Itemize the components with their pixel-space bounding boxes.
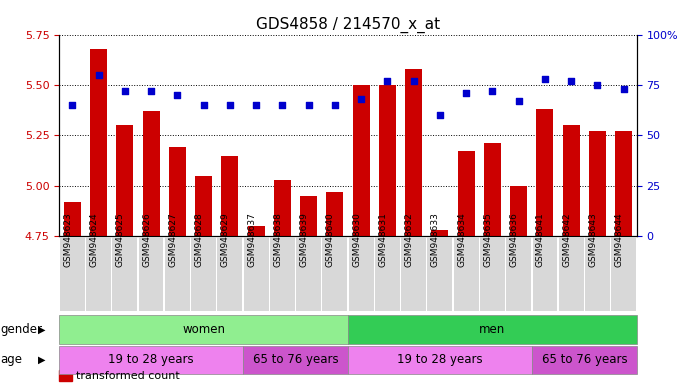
Text: GSM948644: GSM948644 bbox=[615, 212, 624, 266]
Point bbox=[513, 98, 524, 104]
Bar bbox=[458, 152, 475, 236]
Bar bbox=[562, 125, 580, 236]
Bar bbox=[484, 144, 501, 236]
Text: GSM948640: GSM948640 bbox=[326, 212, 335, 266]
Text: 19 to 28 years: 19 to 28 years bbox=[397, 354, 483, 366]
Text: GSM948625: GSM948625 bbox=[116, 212, 125, 266]
Text: GSM948635: GSM948635 bbox=[484, 212, 493, 266]
Point bbox=[277, 102, 288, 108]
Bar bbox=[379, 85, 396, 236]
Point bbox=[487, 88, 498, 94]
Point bbox=[198, 102, 209, 108]
Text: 65 to 76 years: 65 to 76 years bbox=[253, 354, 338, 366]
Text: transformed count: transformed count bbox=[76, 371, 180, 381]
Text: GDS4858 / 214570_x_at: GDS4858 / 214570_x_at bbox=[256, 17, 440, 33]
Bar bbox=[143, 111, 159, 236]
Point bbox=[67, 102, 78, 108]
Bar bbox=[116, 125, 134, 236]
Bar bbox=[537, 109, 553, 236]
Text: GSM948636: GSM948636 bbox=[509, 212, 519, 266]
Text: GSM948624: GSM948624 bbox=[90, 212, 99, 266]
Text: GSM948633: GSM948633 bbox=[431, 212, 440, 266]
Text: GSM948629: GSM948629 bbox=[221, 212, 230, 266]
Text: 19 to 28 years: 19 to 28 years bbox=[109, 354, 194, 366]
Text: GSM948639: GSM948639 bbox=[299, 212, 308, 266]
Text: age: age bbox=[1, 354, 23, 366]
Text: GSM948627: GSM948627 bbox=[168, 212, 177, 266]
Bar bbox=[589, 131, 606, 236]
Point bbox=[172, 92, 183, 98]
Point bbox=[382, 78, 393, 84]
Bar bbox=[90, 49, 107, 236]
Point bbox=[566, 78, 577, 84]
Text: GSM948638: GSM948638 bbox=[274, 212, 283, 266]
Text: gender: gender bbox=[1, 323, 42, 336]
Point bbox=[408, 78, 419, 84]
Bar bbox=[353, 85, 370, 236]
Bar bbox=[64, 202, 81, 236]
Point bbox=[224, 102, 235, 108]
Text: GSM948626: GSM948626 bbox=[142, 212, 151, 266]
Bar bbox=[405, 69, 422, 236]
Text: GSM948634: GSM948634 bbox=[457, 212, 466, 266]
Bar bbox=[274, 180, 291, 236]
Bar bbox=[248, 226, 264, 236]
Text: GSM948642: GSM948642 bbox=[562, 212, 571, 266]
Point bbox=[303, 102, 314, 108]
Point bbox=[145, 88, 157, 94]
Point bbox=[251, 102, 262, 108]
Bar bbox=[615, 131, 632, 236]
Text: women: women bbox=[182, 323, 225, 336]
Text: GSM948643: GSM948643 bbox=[588, 212, 597, 266]
Bar bbox=[326, 192, 343, 236]
Point bbox=[434, 112, 445, 118]
Text: GSM948628: GSM948628 bbox=[195, 212, 203, 266]
Text: men: men bbox=[480, 323, 505, 336]
Point bbox=[329, 102, 340, 108]
Point bbox=[119, 88, 130, 94]
Bar bbox=[169, 147, 186, 236]
Point bbox=[592, 82, 603, 88]
Text: ▶: ▶ bbox=[38, 355, 45, 365]
Text: GSM948623: GSM948623 bbox=[63, 212, 72, 266]
Text: ▶: ▶ bbox=[38, 324, 45, 334]
Point bbox=[93, 72, 104, 78]
Bar bbox=[432, 230, 448, 236]
Point bbox=[356, 96, 367, 102]
Text: GSM948630: GSM948630 bbox=[352, 212, 361, 266]
Point bbox=[461, 90, 472, 96]
Bar bbox=[300, 196, 317, 236]
Text: GSM948641: GSM948641 bbox=[536, 212, 545, 266]
Bar bbox=[195, 176, 212, 236]
Point bbox=[539, 76, 551, 82]
Bar bbox=[221, 156, 238, 236]
Text: GSM948631: GSM948631 bbox=[379, 212, 388, 266]
Text: GSM948632: GSM948632 bbox=[404, 212, 413, 266]
Point bbox=[618, 86, 629, 92]
Text: 65 to 76 years: 65 to 76 years bbox=[541, 354, 627, 366]
Bar bbox=[510, 186, 527, 236]
Text: GSM948637: GSM948637 bbox=[247, 212, 256, 266]
